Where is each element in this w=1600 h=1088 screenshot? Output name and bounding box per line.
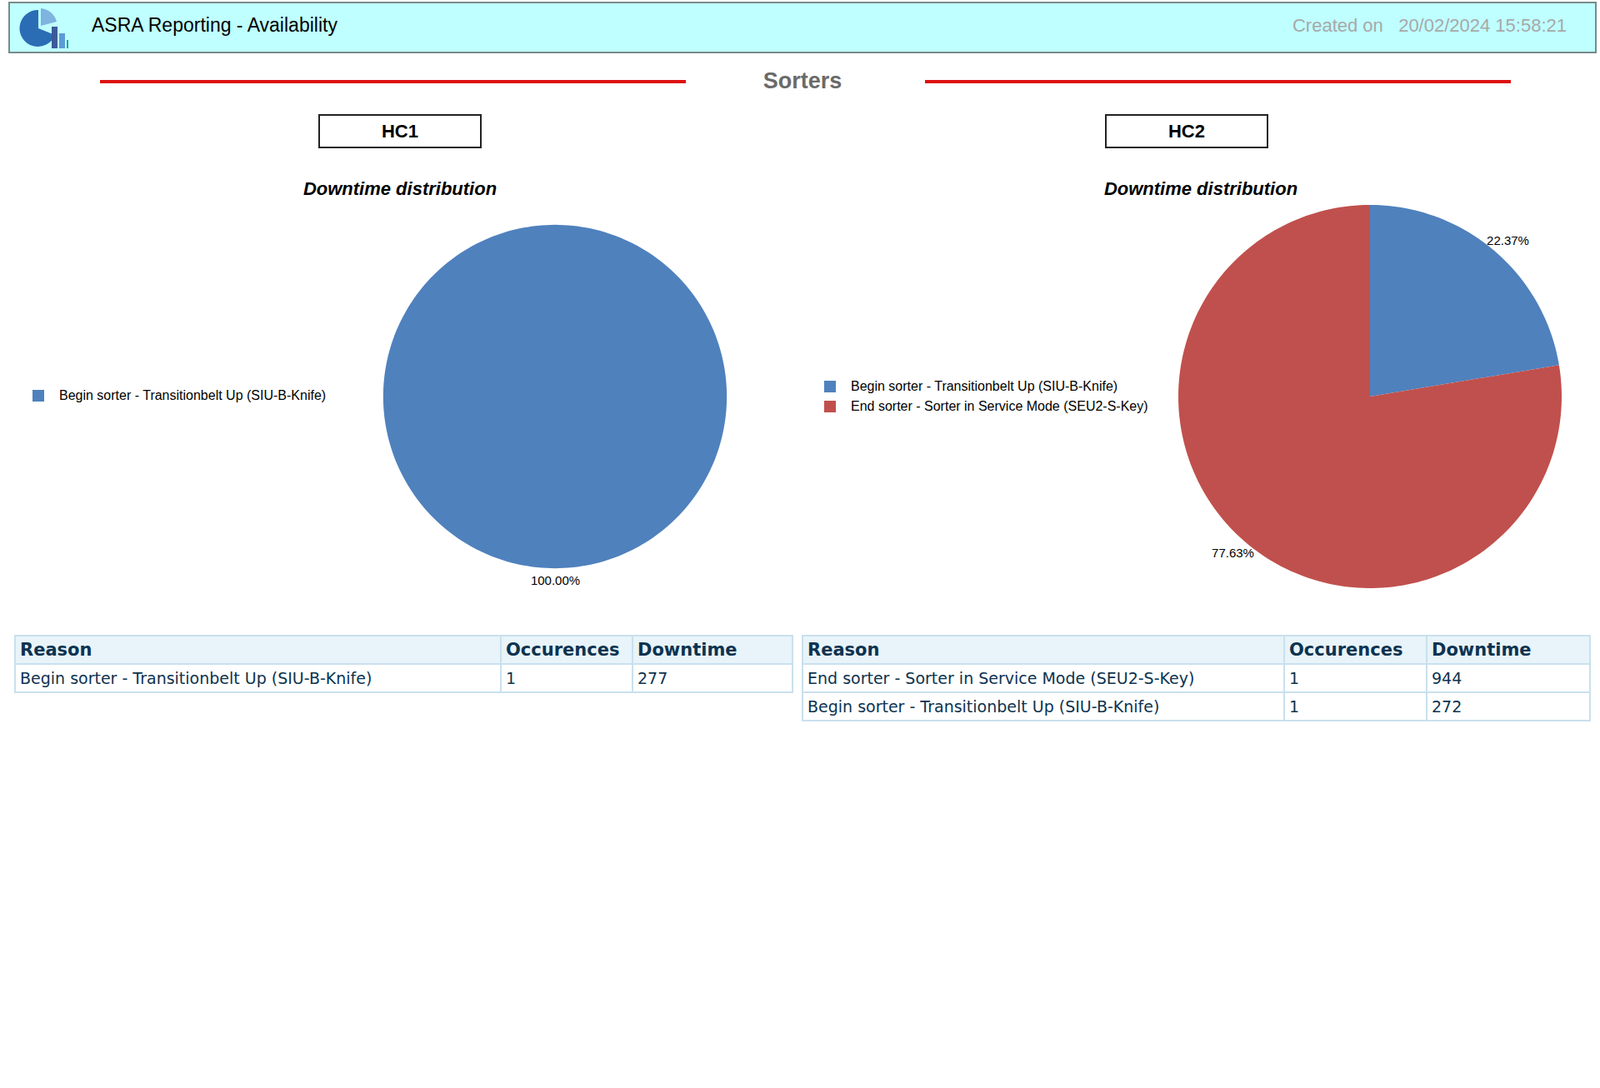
html-text:HC1: HC1 (381, 120, 419, 142)
html-text:Downtime: Downtime (637, 640, 738, 660)
html-text:Begin sorter - Transitionbelt: Begin sorter - Transitionbelt Up (SIU-B-… (59, 388, 326, 403)
html-text:944: 944 (1431, 669, 1462, 688)
html-text:Created on 20/02/2024 15:58:21: Created on 20/02/2024 15:58:21 (1292, 15, 1567, 36)
html-text:Begin sorter - Transitionbelt: Begin sorter - Transitionbelt Up (SIU-B-… (807, 697, 1160, 716)
html-text:End sorter - Sorter in Service: End sorter - Sorter in Service Mode (SEU… (807, 669, 1195, 688)
html-text:Downtime: Downtime (1431, 640, 1532, 660)
html-text:Downtime distribution: Downtime distribution (303, 178, 497, 200)
html-text:HC2: HC2 (1168, 120, 1205, 142)
html-text:1: 1 (505, 669, 516, 688)
html-text:ASRA Reporting - Availability: ASRA Reporting - Availability (91, 14, 338, 36)
html-text:1: 1 (1289, 669, 1300, 688)
svg-text:22.37%: 22.37% (1486, 233, 1530, 248)
html-text:End sorter - Sorter in Service: End sorter - Sorter in Service Mode (SEU… (850, 399, 1148, 414)
html-text:272: 272 (1431, 697, 1462, 716)
html-text:Occurences: Occurences (505, 640, 620, 660)
html-text:1: 1 (1289, 697, 1300, 716)
html-text:Downtime distribution: Downtime distribution (1104, 178, 1298, 200)
html-text:Reason: Reason (20, 640, 93, 660)
html-text:Begin sorter - Transitionbelt: Begin sorter - Transitionbelt Up (SIU-B-… (20, 669, 372, 688)
svg-text:77.63%: 77.63% (1211, 545, 1255, 560)
html-text:Sorters: Sorters (763, 68, 842, 94)
svg-text:100.00%: 100.00% (530, 573, 580, 588)
html-text:Reason: Reason (807, 640, 880, 660)
html-text:277: 277 (637, 669, 668, 688)
html-text:Occurences: Occurences (1289, 640, 1403, 660)
html-text:Begin sorter - Transitionbelt: Begin sorter - Transitionbelt Up (SIU-B-… (850, 379, 1118, 394)
